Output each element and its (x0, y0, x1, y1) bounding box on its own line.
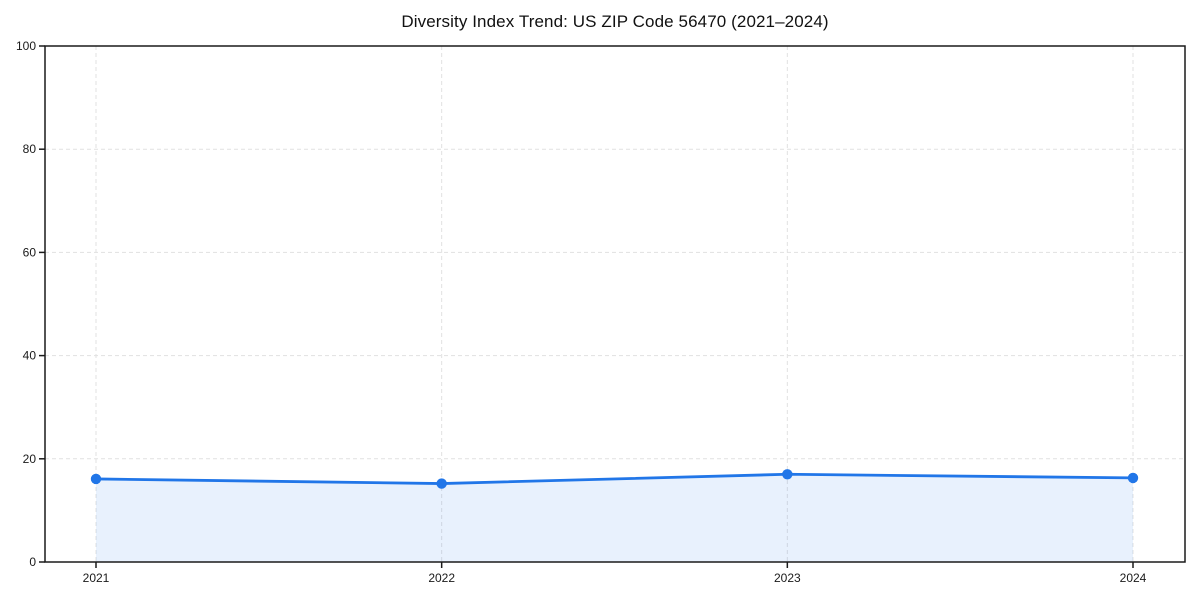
data-point (1127, 472, 1139, 484)
series-line (94, 472, 1135, 485)
x-tick-label: 2023 (774, 571, 801, 585)
chart-title: Diversity Index Trend: US ZIP Code 56470… (401, 12, 829, 31)
marker-layer (90, 469, 1139, 489)
x-tick-label: 2024 (1120, 571, 1147, 585)
y-tick-label: 40 (23, 349, 37, 363)
x-tick-label: 2022 (428, 571, 455, 585)
label-layer: 0 20 40 60 80 100 2021 2022 2023 2024 (16, 39, 1147, 585)
y-tick-label: 0 (29, 555, 36, 569)
y-tick-label: 100 (16, 39, 36, 53)
data-point (436, 478, 447, 489)
y-tick-label: 20 (23, 452, 37, 466)
plot-spines (44, 45, 1186, 563)
y-tick-label: 60 (23, 245, 37, 259)
y-tick-label: 80 (23, 142, 37, 156)
area-layer (96, 474, 1133, 562)
axis-layer (39, 45, 1186, 568)
series-area (96, 474, 1133, 562)
data-point (782, 469, 793, 480)
x-tick-label: 2021 (83, 571, 110, 585)
data-point (90, 473, 102, 485)
line-layer (94, 472, 1135, 485)
